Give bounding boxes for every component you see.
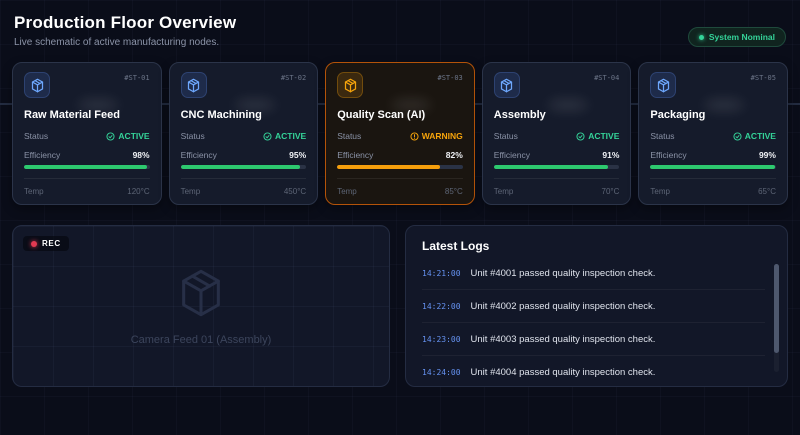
status-circle-icon <box>263 131 272 141</box>
efficiency-bar-fill <box>650 165 775 169</box>
efficiency-bar-fill <box>337 165 441 169</box>
status-circle-icon <box>576 131 585 141</box>
efficiency-bar <box>24 165 150 169</box>
efficiency-value: 82% <box>445 150 463 160</box>
station-card[interactable]: #ST-03 Quality Scan (AI) Status WARNING … <box>325 62 475 205</box>
temp-value: 65°C <box>758 187 776 196</box>
temp-label: Temp <box>493 187 514 196</box>
rec-badge: REC <box>23 236 69 251</box>
status-label: Status <box>650 131 675 141</box>
temp-label: Temp <box>337 187 357 196</box>
status-circle-icon <box>410 131 419 141</box>
efficiency-bar-fill <box>493 165 609 169</box>
log-message: Unit #4001 passed quality inspection che… <box>470 267 656 279</box>
efficiency-bar <box>180 165 307 169</box>
logs-scrollbar[interactable] <box>774 264 779 372</box>
station-id: #ST-01 <box>124 74 150 82</box>
package-icon <box>180 72 207 98</box>
station-name: Assembly <box>493 109 546 121</box>
efficiency-bar <box>493 165 620 169</box>
efficiency-value: 95% <box>289 150 307 160</box>
station-card[interactable]: #ST-02 CNC Machining Status ACTIVE Effic… <box>168 62 319 205</box>
logs-title: Latest Logs <box>422 239 490 253</box>
package-icon <box>493 72 520 98</box>
log-timestamp: 14:22:00 <box>422 301 461 311</box>
status-label: Status <box>337 131 362 141</box>
package-icon <box>24 72 50 98</box>
temp-value: 85°C <box>444 187 463 196</box>
efficiency-value: 91% <box>602 150 620 160</box>
status-value: ACTIVE <box>263 131 306 141</box>
station-id: #ST-03 <box>437 74 463 82</box>
status-circle-icon <box>733 131 742 141</box>
camera-feed-panel[interactable]: REC Camera Feed 01 (Assembly) <box>12 225 390 387</box>
efficiency-label: Efficiency <box>180 150 217 160</box>
log-timestamp: 14:24:00 <box>422 367 461 377</box>
efficiency-label: Efficiency <box>24 150 61 160</box>
station-card[interactable]: #ST-05 Packaging Status ACTIVE Efficienc… <box>638 62 788 205</box>
station-id: #ST-05 <box>750 74 776 82</box>
camera-caption: Camera Feed 01 (Assembly) <box>130 333 272 346</box>
temp-value: 120°C <box>127 187 150 196</box>
log-entry[interactable]: 14:22:00 Unit #4002 passed quality inspe… <box>422 290 765 323</box>
temp-label: Temp <box>650 187 670 196</box>
status-circle-icon <box>106 131 115 141</box>
log-message: Unit #4004 passed quality inspection che… <box>470 366 656 378</box>
efficiency-bar-fill <box>180 165 300 169</box>
package-icon <box>650 72 677 98</box>
bottom-section: REC Camera Feed 01 (Assembly) Latest Log… <box>12 225 788 387</box>
station-name: CNC Machining <box>180 109 262 121</box>
page-subtitle: Live schematic of active manufacturing n… <box>14 37 220 48</box>
log-list: 14:21:00 Unit #4001 passed quality inspe… <box>422 257 765 388</box>
efficiency-value: 98% <box>132 150 150 160</box>
latest-logs-panel: Latest Logs 14:21:00 Unit #4001 passed q… <box>405 225 788 387</box>
system-status-badge: System Nominal <box>687 27 786 47</box>
package-icon <box>337 72 364 98</box>
status-label: Status <box>180 131 205 141</box>
log-entry[interactable]: 14:21:00 Unit #4001 passed quality inspe… <box>422 257 765 290</box>
status-value: ACTIVE <box>106 131 150 141</box>
station-card[interactable]: #ST-04 Assembly Status ACTIVE Efficiency… <box>481 62 632 205</box>
efficiency-label: Efficiency <box>493 150 531 160</box>
station-id: #ST-04 <box>594 74 620 82</box>
station-name: Quality Scan (AI) <box>337 109 426 121</box>
rec-label: REC <box>42 239 61 248</box>
station-card[interactable]: #ST-01 Raw Material Feed Status ACTIVE E… <box>12 62 162 205</box>
station-id: #ST-02 <box>280 74 307 82</box>
status-value: ACTIVE <box>733 131 776 141</box>
log-message: Unit #4003 passed quality inspection che… <box>470 333 656 345</box>
log-timestamp: 14:23:00 <box>422 334 461 344</box>
status-label: Status <box>24 131 49 141</box>
status-value: WARNING <box>410 131 463 141</box>
efficiency-label: Efficiency <box>337 150 374 160</box>
efficiency-bar <box>650 165 776 169</box>
logs-scrollbar-thumb[interactable] <box>774 264 779 353</box>
log-entry[interactable]: 14:23:00 Unit #4003 passed quality inspe… <box>422 323 765 356</box>
temp-value: 70°C <box>601 187 620 196</box>
temp-label: Temp <box>24 187 44 196</box>
log-message: Unit #4002 passed quality inspection che… <box>470 300 656 312</box>
page-header: Production Floor Overview Live schematic… <box>0 0 800 48</box>
log-timestamp: 14:21:00 <box>422 268 461 278</box>
status-value: ACTIVE <box>576 131 619 141</box>
efficiency-bar-fill <box>24 165 148 169</box>
temp-value: 450°C <box>283 187 307 196</box>
page-title: Production Floor Overview <box>14 13 237 32</box>
camera-placeholder-cube-icon <box>175 267 227 324</box>
efficiency-bar <box>337 165 463 169</box>
station-name: Packaging <box>650 109 706 121</box>
station-row: #ST-01 Raw Material Feed Status ACTIVE E… <box>0 62 800 205</box>
system-status-label: System Nominal <box>708 32 775 42</box>
temp-label: Temp <box>180 187 201 196</box>
status-label: Status <box>493 131 518 141</box>
status-dot-icon <box>698 34 704 40</box>
efficiency-label: Efficiency <box>650 150 687 160</box>
log-entry[interactable]: 14:24:00 Unit #4004 passed quality inspe… <box>422 356 765 388</box>
station-name: Raw Material Feed <box>24 109 120 121</box>
rec-dot-icon <box>31 240 37 247</box>
efficiency-value: 99% <box>758 150 776 160</box>
